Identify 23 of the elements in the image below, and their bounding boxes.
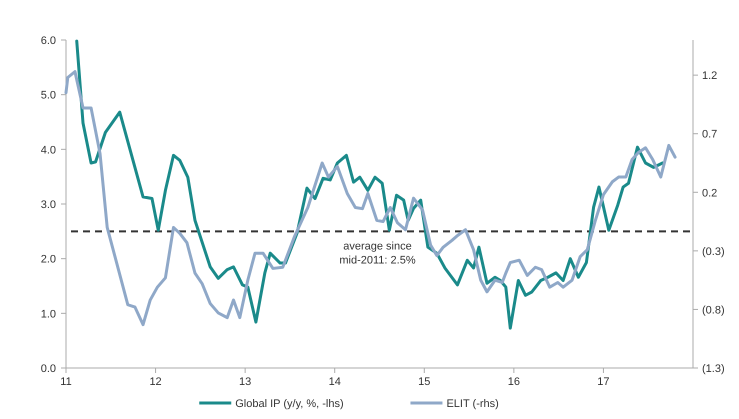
y2-tick-label: 0.2 [702,187,718,200]
y-tick-label: 0.0 [40,363,56,375]
y2-tick-label: (0.3) [702,246,725,258]
y-tick-label: 3.0 [40,199,56,211]
y-tick-label: 4.0 [40,144,56,156]
x-tick-label: 13 [239,376,252,388]
x-tick-label: 17 [597,376,610,388]
x-tick-label: 11 [60,376,72,388]
y2-tick-label: 0.7 [702,128,718,141]
y2-tick-label: (1.3) [702,363,725,375]
x-tick-label: 15 [418,376,430,388]
x-tick-label: 12 [149,376,162,388]
y2-tick-label: (0.8) [702,304,725,316]
x-tick-label: 14 [328,376,341,388]
y2-tick-label: 1.2 [702,70,718,82]
ref-line-label: average since mid-2011: 2.5% [339,240,416,266]
y-tick-label: 5.0 [40,90,56,102]
y-tick-label: 2.0 [40,254,56,266]
x-tick-label: 16 [508,376,520,388]
legend-label: Global IP (y/y, %, -lhs) [235,398,344,410]
y-tick-label: 1.0 [40,308,56,320]
legend-label: ELIT (-rhs) [446,398,499,410]
y-tick-label: 6.0 [40,35,56,47]
